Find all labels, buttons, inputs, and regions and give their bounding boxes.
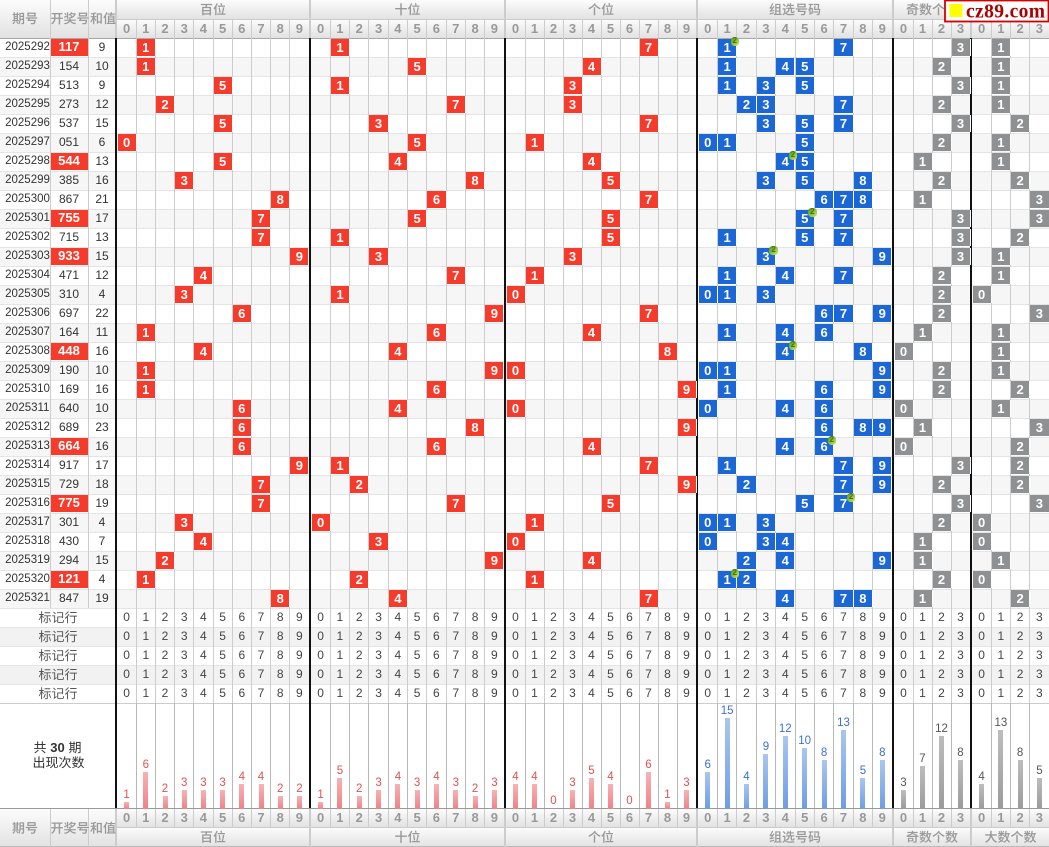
svg-text:30: 30 [50,740,64,755]
svg-text:cz89.com: cz89.com [966,1,1045,22]
